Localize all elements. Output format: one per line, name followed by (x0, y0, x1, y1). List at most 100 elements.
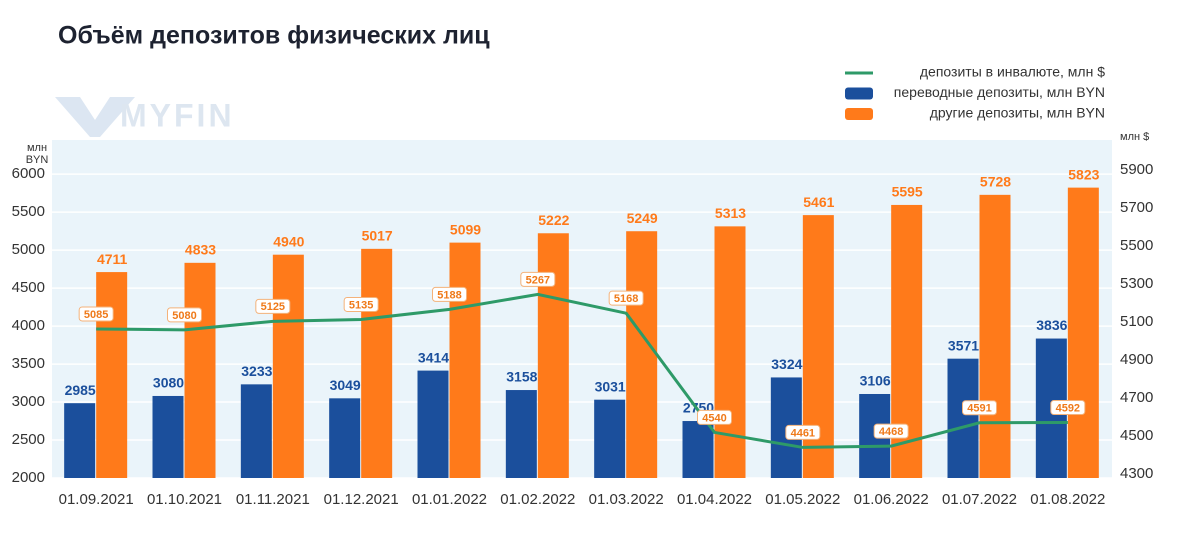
bar (240, 384, 272, 478)
y-tick-label: 5500 (12, 203, 45, 220)
bar (537, 233, 569, 478)
x-tick-label: 01.11.2021 (236, 491, 310, 508)
value-label: 3324 (771, 356, 802, 372)
value-label-box (873, 423, 909, 439)
watermark: MYFIN (120, 97, 235, 133)
value-label-box (1050, 400, 1086, 416)
value-label: 4833 (185, 242, 216, 258)
value-label: 5595 (892, 184, 923, 200)
value-label: 3080 (153, 375, 184, 391)
value-label: 3158 (506, 369, 537, 385)
legend-label: переводные депозиты, млн BYN (894, 84, 1105, 100)
bar (152, 395, 184, 478)
value-label: 4591 (967, 403, 991, 415)
bar (272, 254, 304, 478)
bar (947, 358, 979, 478)
bar (64, 403, 96, 478)
value-label: 5461 (803, 194, 834, 210)
value-label: 3106 (860, 373, 891, 389)
y-tick-label: 2500 (12, 431, 45, 448)
legend-label: депозиты в инвалюте, млн $ (920, 64, 1105, 80)
value-label: 2985 (65, 382, 96, 398)
value-label: 4711 (97, 251, 128, 267)
value-label: 5017 (362, 228, 393, 244)
x-tick-label: 01.07.2022 (942, 491, 1017, 508)
value-label: 5168 (614, 293, 638, 305)
value-label: 5125 (261, 301, 285, 313)
value-label: 5728 (980, 174, 1011, 190)
legend-marker (845, 108, 873, 120)
bar (96, 272, 128, 478)
x-tick-label: 01.05.2022 (765, 491, 840, 508)
x-tick-label: 01.04.2022 (677, 491, 752, 508)
value-label: 3836 (1036, 317, 1067, 333)
x-tick-label: 01.09.2021 (59, 491, 134, 508)
value-label: 4540 (702, 412, 726, 424)
value-label: 4940 (273, 233, 304, 249)
value-label: 5085 (84, 309, 108, 321)
y2-tick-label: 5100 (1120, 313, 1153, 330)
legend-label: другие депозиты, млн BYN (930, 105, 1105, 121)
value-label: 5080 (172, 310, 196, 322)
y2-tick-label: 4300 (1120, 465, 1153, 482)
value-label: 3414 (418, 349, 449, 365)
x-tick-label: 01.08.2022 (1030, 491, 1105, 508)
bar (714, 226, 746, 478)
bar (505, 390, 537, 478)
value-label-box (962, 400, 997, 416)
value-label: 5135 (349, 299, 373, 311)
value-label: 4592 (1056, 402, 1080, 414)
value-label: 5099 (450, 221, 481, 237)
value-label-box (785, 424, 821, 440)
value-label: 5823 (1068, 166, 1099, 182)
x-tick-label: 01.06.2022 (854, 491, 929, 508)
value-label: 5249 (627, 210, 658, 226)
x-tick-label: 01.12.2021 (324, 491, 399, 508)
value-label: 3233 (241, 363, 272, 379)
y2-axis-label: млн $ (1120, 131, 1149, 143)
value-label: 5267 (526, 274, 550, 286)
y-tick-label: 4500 (12, 279, 45, 296)
y2-tick-label: 5500 (1120, 237, 1153, 254)
y2-tick-label: 4500 (1120, 427, 1153, 444)
bar (682, 421, 714, 478)
y-tick-label: 4000 (12, 317, 45, 334)
y2-tick-label: 5700 (1120, 199, 1153, 216)
value-label: 5222 (538, 212, 569, 228)
y-axis-label: млн BYN (25, 142, 49, 166)
bar (417, 370, 449, 478)
y2-tick-label: 4700 (1120, 389, 1153, 406)
chart-title: Объём депозитов физических лиц (58, 22, 490, 50)
value-label: 4461 (791, 427, 815, 439)
bar (594, 399, 626, 478)
plot-background (52, 140, 1112, 478)
value-label: 3031 (595, 378, 626, 394)
value-label-box (78, 306, 114, 322)
y-tick-label: 5000 (12, 241, 45, 258)
value-label: 5188 (437, 289, 461, 301)
y-tick-label: 3500 (12, 355, 45, 372)
y-tick-label: 2000 (12, 469, 45, 486)
bar (449, 242, 481, 478)
value-label: 4468 (879, 426, 903, 438)
bar (329, 398, 361, 478)
y-tick-label: 3000 (12, 393, 45, 410)
value-label-box (167, 307, 202, 323)
legend-marker (845, 87, 873, 100)
y2-tick-label: 5900 (1120, 161, 1153, 178)
bar (1067, 187, 1099, 478)
value-label: 5313 (715, 205, 746, 221)
value-label-box (608, 290, 644, 306)
bar (184, 262, 216, 478)
watermark-logo (55, 97, 135, 137)
value-label-box (432, 286, 467, 302)
y-tick-label: 6000 (12, 165, 45, 182)
value-label-box (697, 409, 732, 425)
bar (626, 231, 658, 478)
line (96, 292, 1068, 449)
x-tick-label: 01.01.2022 (412, 491, 487, 508)
value-label-box (520, 271, 556, 287)
bar (979, 194, 1011, 479)
